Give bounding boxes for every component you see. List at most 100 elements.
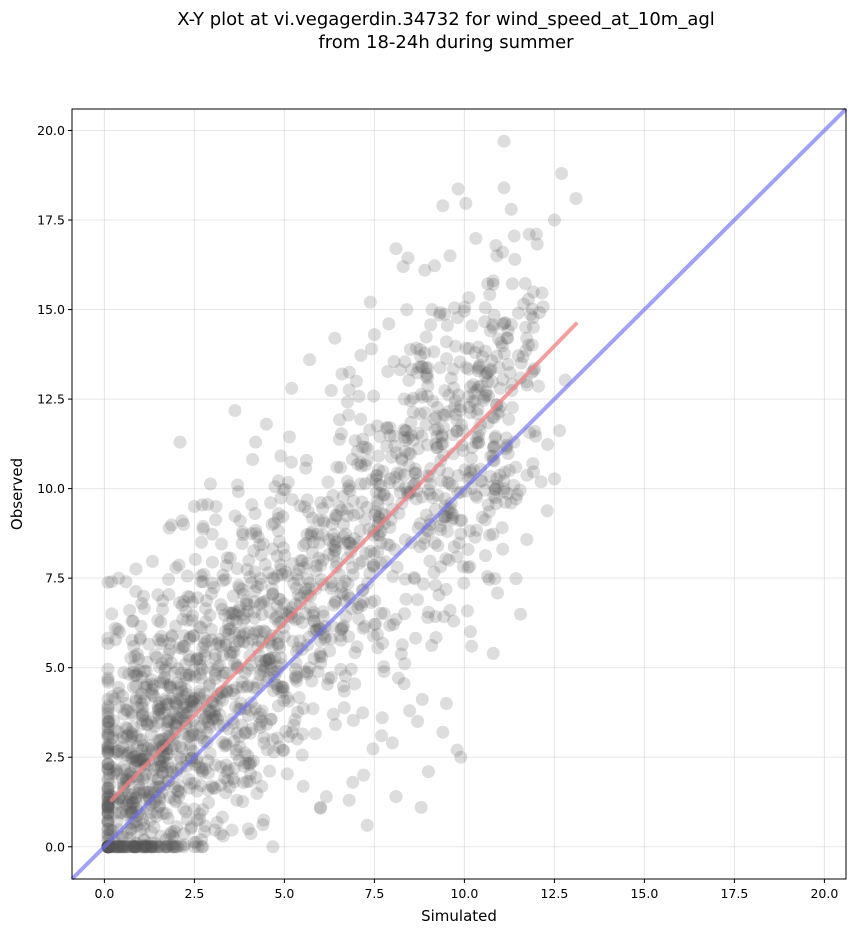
scatter-point	[106, 731, 120, 745]
scatter-point	[183, 729, 197, 743]
scatter-point	[112, 686, 126, 700]
scatter-point	[424, 318, 438, 332]
scatter-point	[260, 743, 274, 757]
scatter-point	[205, 779, 219, 793]
scatter-point	[121, 728, 135, 742]
scatter-point	[493, 381, 507, 395]
scatter-point	[101, 715, 115, 728]
scatter-point	[317, 516, 331, 530]
scatter-point	[101, 728, 115, 742]
scatter-point	[129, 791, 143, 805]
scatter-point	[145, 686, 159, 700]
scatter-point	[390, 466, 404, 480]
scatter-point	[242, 625, 255, 639]
scatter-point	[273, 641, 287, 655]
scatter-point	[221, 774, 234, 788]
scatter-point	[165, 840, 179, 854]
scatter-point	[241, 822, 255, 836]
scatter-point	[101, 806, 115, 820]
scatter-point	[272, 507, 285, 521]
scatter-point	[226, 607, 240, 621]
scatter-point	[214, 760, 228, 774]
scatter-point	[101, 742, 115, 755]
scatter-point	[102, 717, 115, 730]
scatter-point	[475, 510, 489, 524]
scatter-point	[193, 652, 207, 666]
scatter-point	[232, 578, 246, 592]
scatter-point	[478, 344, 492, 358]
scatter-point	[116, 840, 130, 854]
scatter-point	[144, 840, 158, 854]
scatter-point	[342, 536, 356, 550]
scatter-point	[421, 765, 435, 779]
scatter-point	[313, 649, 327, 663]
scatter-point	[383, 476, 397, 490]
scatter-point	[154, 829, 168, 843]
scatter-point	[369, 485, 383, 499]
scatter-point	[101, 840, 115, 854]
scatter-point	[314, 656, 328, 670]
scatter-point	[101, 840, 115, 854]
scatter-point	[443, 477, 456, 491]
scatter-point	[213, 659, 227, 673]
scatter-point	[208, 664, 222, 678]
scatter-point	[137, 785, 151, 799]
scatter-point	[101, 673, 115, 687]
scatter-point	[419, 369, 433, 383]
scatter-point	[276, 483, 290, 497]
scatter-point	[486, 527, 500, 541]
scatter-point	[469, 436, 483, 450]
scatter-point	[287, 718, 301, 732]
scatter-point	[322, 672, 335, 685]
scatter-point	[289, 581, 303, 595]
scatter-point	[214, 639, 228, 653]
scatter-point	[132, 652, 145, 666]
scatter-point	[342, 408, 356, 422]
scatter-point	[385, 736, 399, 750]
scatter-point	[415, 429, 429, 443]
scatter-point	[498, 465, 512, 479]
scatter-point	[370, 494, 384, 508]
scatter-point	[130, 647, 144, 661]
scatter-point	[492, 332, 506, 346]
scatter-point	[521, 292, 535, 306]
scatter-point	[101, 780, 115, 794]
scatter-point	[184, 822, 198, 836]
scatter-point	[123, 603, 137, 617]
scatter-point	[204, 622, 218, 636]
scatter-point	[136, 738, 150, 752]
scatter-point	[249, 523, 263, 537]
scatter-point	[165, 630, 179, 644]
scatter-point	[426, 491, 440, 505]
scatter-point	[219, 758, 233, 772]
scatter-point	[259, 654, 273, 667]
scatter-point	[162, 572, 176, 586]
scatter-point	[181, 772, 195, 786]
scatter-point	[397, 468, 411, 482]
scatter-point	[248, 611, 261, 625]
scatter-point	[241, 679, 255, 693]
scatter-point	[463, 524, 477, 538]
scatter-point	[195, 764, 209, 778]
scatter-point	[291, 588, 305, 602]
scatter-point	[137, 821, 151, 835]
scatter-point	[131, 753, 145, 767]
scatter-point	[399, 592, 413, 606]
scatter-point	[413, 540, 427, 554]
scatter-point	[346, 568, 360, 582]
scatter-point	[182, 669, 196, 683]
scatter-point	[133, 823, 147, 837]
scatter-point	[223, 622, 237, 636]
scatter-point	[470, 523, 484, 537]
scatter-point	[304, 529, 318, 543]
scatter-point	[421, 611, 435, 624]
scatter-point	[248, 584, 262, 598]
scatter-point	[381, 492, 395, 506]
scatter-point	[203, 677, 217, 691]
scatter-point	[169, 698, 183, 712]
scatter-point	[163, 790, 177, 804]
scatter-point	[132, 664, 146, 678]
scatter-point	[386, 617, 400, 631]
scatter-point	[415, 490, 429, 504]
scatter-point	[129, 668, 143, 681]
